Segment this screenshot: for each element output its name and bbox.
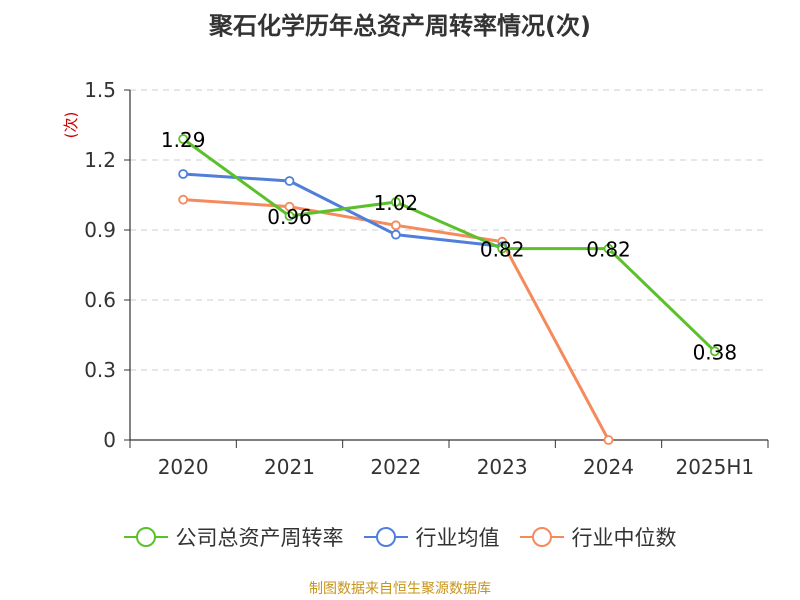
data-label: 0.96 [267,205,312,229]
x-tick-label: 2023 [477,455,528,479]
data-label: 1.02 [374,191,419,215]
data-label: 1.29 [161,128,206,152]
data-point [603,243,614,254]
legend: 公司总资产周转率 行业均值 行业中位数 [0,520,800,554]
legend-label: 行业均值 [415,526,500,550]
legend-marker-icon [123,527,168,547]
y-tick-label: 0.6 [84,288,116,312]
data-point [284,176,295,186]
series-line [182,137,716,353]
legend-marker-icon [363,527,408,547]
y-axis-label: (次) [62,112,80,139]
legend-marker-icon [519,527,564,547]
x-tick-label: 2022 [370,455,421,479]
x-tick-label: 2021 [264,455,315,479]
legend-label: 公司总资产周转率 [175,526,344,550]
data-point [284,211,295,221]
data-label: 0.82 [480,238,525,262]
legend-label: 行业中位数 [571,526,677,550]
legend-item-industry-median[interactable]: 行业中位数 [519,522,677,552]
y-tick-label: 1.2 [84,148,116,172]
x-tick-label: 2020 [158,455,209,479]
data-point [284,201,295,212]
data-point [178,134,189,144]
source-footer: 制图数据来自恒生聚源数据库 [309,581,491,597]
data-point [603,435,614,445]
y-tick-label: 0 [103,428,116,452]
data-point [497,243,508,254]
data-point [709,346,720,357]
legend-item-company[interactable]: 公司总资产周转率 [123,522,344,552]
y-tick-label: 1.5 [84,78,116,102]
data-label: 0.38 [693,340,738,364]
data-point [390,229,401,240]
y-tick-label: 0.3 [84,358,116,382]
data-point [178,194,189,205]
x-tick-label: 2024 [583,455,634,479]
x-tick-label: 2025H1 [675,455,754,479]
data-point [178,169,189,179]
data-label: 0.82 [586,238,631,262]
legend-item-industry-mean[interactable]: 行业均值 [363,522,500,552]
chart-title: 聚石化学历年总资产周转率情况(次) [209,12,591,40]
y-tick-label: 0.9 [84,218,116,242]
data-point [390,220,401,231]
data-point [390,197,401,207]
